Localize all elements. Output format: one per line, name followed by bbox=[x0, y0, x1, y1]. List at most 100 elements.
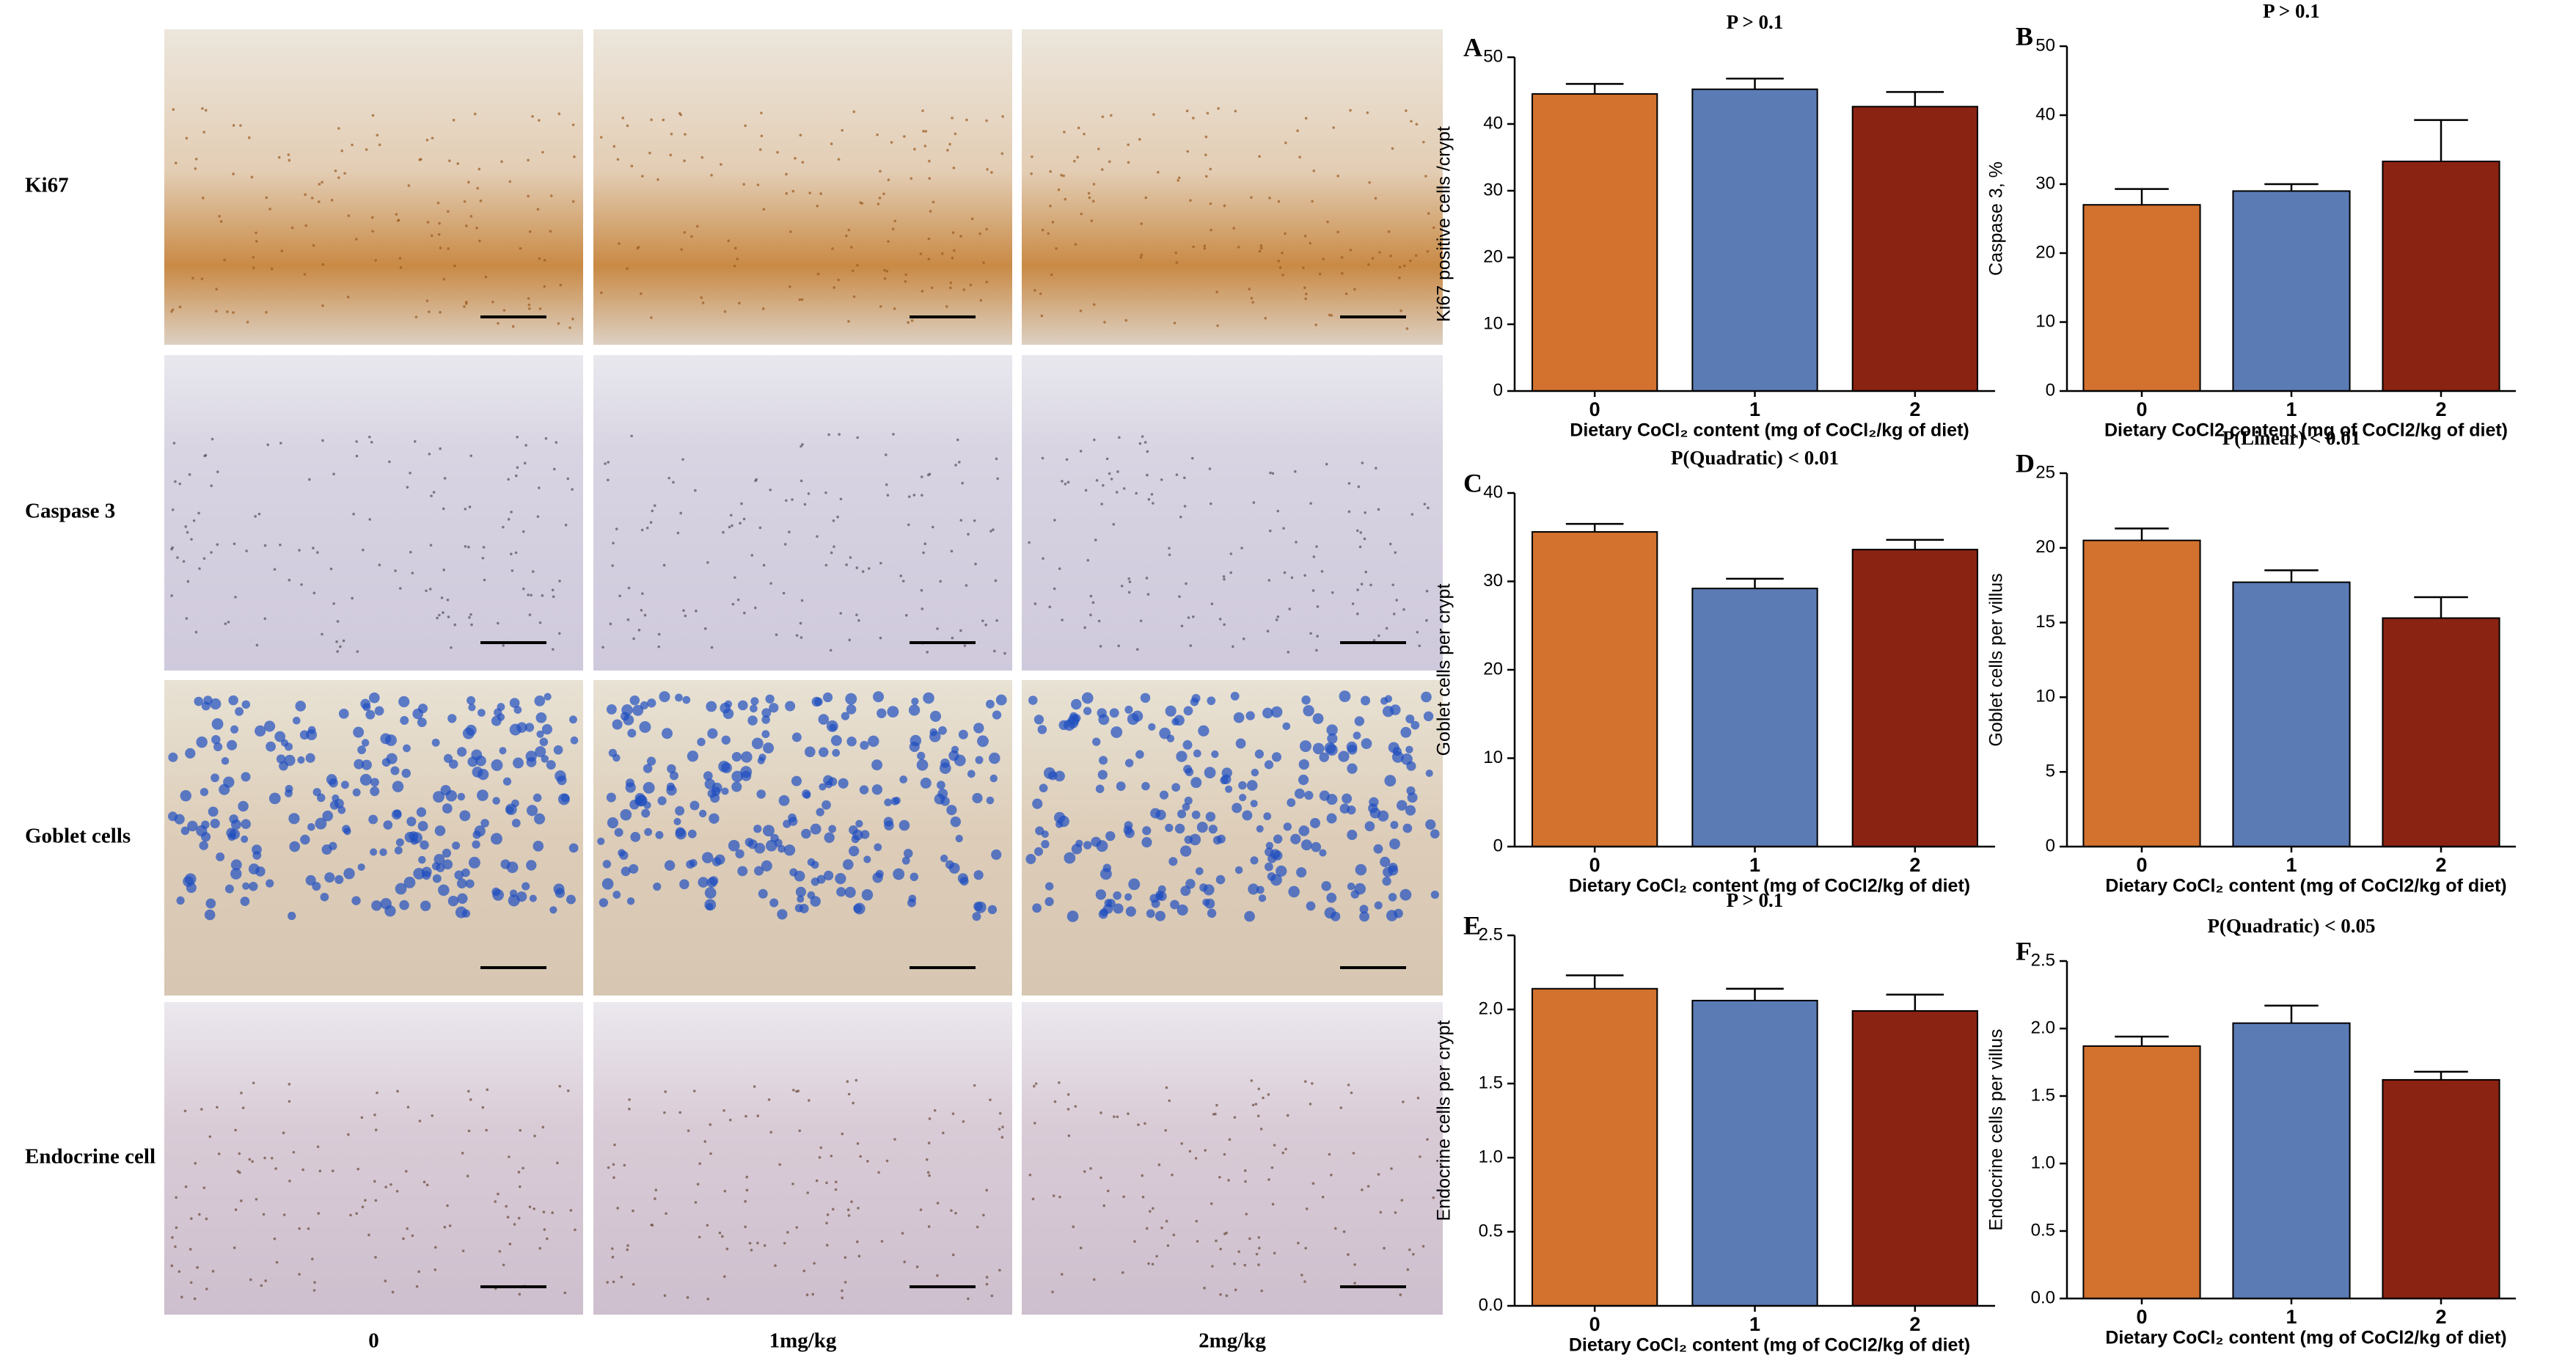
texture bbox=[438, 613, 441, 617]
texture bbox=[191, 277, 194, 280]
texture bbox=[849, 845, 860, 857]
texture bbox=[952, 167, 956, 169]
texture bbox=[1061, 480, 1064, 483]
texture bbox=[785, 499, 788, 503]
texture bbox=[760, 134, 764, 138]
texture bbox=[399, 900, 409, 910]
texture bbox=[819, 783, 827, 791]
texture bbox=[641, 592, 644, 595]
texture bbox=[433, 1268, 437, 1271]
texture bbox=[806, 1191, 810, 1194]
texture bbox=[662, 118, 665, 122]
texture bbox=[846, 704, 857, 715]
texture bbox=[355, 1212, 359, 1215]
texture bbox=[168, 752, 178, 762]
texture bbox=[836, 515, 839, 519]
texture bbox=[1388, 893, 1397, 902]
texture bbox=[879, 304, 882, 308]
texture bbox=[839, 497, 843, 501]
texture bbox=[218, 214, 222, 218]
texture bbox=[500, 160, 503, 164]
texture bbox=[473, 112, 477, 116]
texture bbox=[969, 283, 973, 287]
texture bbox=[1268, 197, 1271, 200]
bar bbox=[1532, 93, 1658, 392]
texture bbox=[1097, 619, 1101, 623]
texture bbox=[1305, 292, 1308, 296]
texture bbox=[1284, 1147, 1287, 1151]
texture bbox=[1097, 708, 1107, 718]
bar bbox=[2382, 1078, 2500, 1300]
texture bbox=[792, 1089, 795, 1092]
texture bbox=[502, 1263, 505, 1267]
texture bbox=[1157, 1163, 1161, 1166]
texture bbox=[1057, 188, 1061, 191]
texture bbox=[1178, 595, 1181, 598]
texture bbox=[1430, 829, 1440, 839]
texture bbox=[940, 796, 950, 806]
texture bbox=[1171, 783, 1181, 792]
texture bbox=[477, 789, 489, 801]
texture bbox=[1402, 264, 1406, 268]
texture bbox=[483, 578, 486, 582]
texture bbox=[1064, 197, 1067, 201]
texture bbox=[654, 1197, 656, 1200]
texture bbox=[813, 697, 823, 706]
texture bbox=[893, 1138, 896, 1141]
texture bbox=[765, 839, 777, 852]
texture bbox=[461, 1249, 465, 1252]
texture bbox=[288, 911, 296, 921]
texture bbox=[1319, 752, 1329, 762]
x-tick-label: 1 bbox=[2286, 854, 2297, 876]
texture bbox=[940, 252, 944, 255]
texture bbox=[847, 1092, 851, 1096]
texture bbox=[986, 168, 989, 171]
texture bbox=[1160, 478, 1163, 481]
texture bbox=[469, 613, 472, 616]
texture bbox=[399, 266, 403, 269]
texture bbox=[663, 1111, 666, 1114]
texture bbox=[599, 136, 603, 139]
panel-letter: F bbox=[2016, 936, 2032, 965]
texture bbox=[924, 130, 928, 133]
texture bbox=[452, 118, 455, 122]
texture bbox=[801, 443, 804, 446]
texture bbox=[618, 242, 621, 245]
texture bbox=[1290, 833, 1301, 844]
texture bbox=[929, 731, 941, 742]
texture bbox=[1113, 903, 1124, 914]
texture bbox=[923, 692, 934, 704]
texture bbox=[1347, 744, 1358, 755]
texture bbox=[1352, 1152, 1355, 1155]
texture bbox=[689, 800, 700, 811]
texture bbox=[879, 561, 882, 565]
texture bbox=[285, 789, 293, 797]
texture bbox=[910, 872, 918, 881]
texture bbox=[682, 695, 691, 704]
texture bbox=[1349, 249, 1353, 252]
texture bbox=[965, 118, 968, 122]
texture bbox=[913, 147, 916, 151]
texture bbox=[205, 898, 216, 909]
texture bbox=[1048, 770, 1058, 781]
texture bbox=[1103, 321, 1106, 324]
texture bbox=[555, 888, 566, 898]
texture bbox=[1339, 803, 1350, 814]
texture bbox=[1302, 266, 1305, 269]
texture bbox=[736, 598, 740, 602]
texture bbox=[1405, 715, 1415, 724]
texture bbox=[1312, 713, 1324, 724]
texture bbox=[1116, 1115, 1119, 1119]
texture bbox=[1127, 161, 1130, 164]
texture bbox=[1402, 1100, 1405, 1103]
texture bbox=[1141, 1195, 1145, 1199]
texture bbox=[393, 809, 402, 818]
texture bbox=[1326, 813, 1337, 824]
texture bbox=[885, 453, 888, 456]
texture bbox=[811, 877, 820, 886]
texture bbox=[1204, 135, 1208, 139]
texture bbox=[1072, 714, 1081, 723]
panel-letter: E bbox=[1463, 910, 1481, 940]
texture bbox=[706, 877, 717, 888]
texture bbox=[1311, 841, 1322, 852]
